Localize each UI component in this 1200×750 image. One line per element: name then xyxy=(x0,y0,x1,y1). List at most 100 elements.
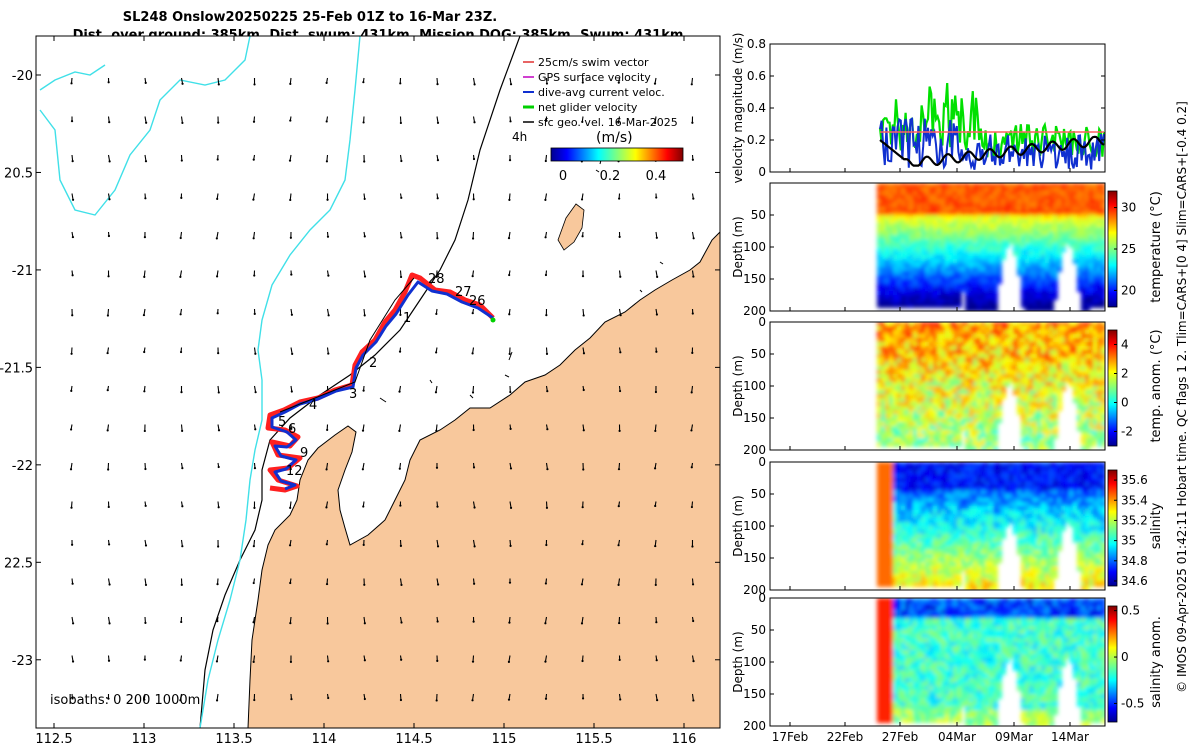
heatmap-cell xyxy=(909,410,914,415)
heatmap-cell xyxy=(977,203,982,208)
heatmap-cell xyxy=(961,546,966,551)
heatmap-cell xyxy=(905,482,910,487)
heatmap-cell xyxy=(993,251,998,256)
heatmap-cell xyxy=(973,275,978,280)
heatmap-cell xyxy=(1005,211,1010,216)
heatmap-cell xyxy=(977,486,982,491)
heatmap-cell xyxy=(925,550,930,555)
heatmap-cell xyxy=(969,534,974,539)
heatmap-cell xyxy=(901,566,906,571)
heatmap-cell xyxy=(889,334,894,339)
heatmap-cell xyxy=(965,398,970,403)
heatmap-cell xyxy=(1017,410,1022,415)
heatmap-cell xyxy=(1009,338,1014,343)
velocity-arrow-head xyxy=(619,351,622,354)
heatmap-cell xyxy=(1097,394,1102,399)
heatmap-cell xyxy=(933,358,938,363)
heatmap-cell xyxy=(881,322,886,327)
heatmap-cell xyxy=(921,251,926,256)
heatmap-cell xyxy=(885,366,890,371)
heatmap-cell xyxy=(921,338,926,343)
heatmap-cell xyxy=(945,506,950,511)
heatmap-cell xyxy=(881,570,886,575)
heatmap-cell xyxy=(885,510,890,515)
heatmap-cell xyxy=(1029,422,1034,427)
heatmap-cell xyxy=(977,470,982,475)
heatmap-cell xyxy=(1089,231,1094,236)
heatmap-cell xyxy=(965,362,970,367)
heatmap-cell xyxy=(1077,267,1082,272)
heatmap-cell xyxy=(901,506,906,511)
heatmap-cell xyxy=(937,434,942,439)
heatmap-cell xyxy=(985,530,990,535)
heatmap-cell xyxy=(909,574,914,579)
heatmap-cell xyxy=(981,586,986,590)
heatmap-cell xyxy=(1089,434,1094,439)
heatmap-cell xyxy=(1033,235,1038,240)
heatmap-cell xyxy=(881,482,886,487)
heatmap-cell xyxy=(1049,267,1054,272)
heatmap-cell xyxy=(953,466,958,471)
heatmap-cell xyxy=(881,558,886,563)
heatmap-cell xyxy=(1081,350,1086,355)
heatmap-cell xyxy=(1005,342,1010,347)
heatmap-cell xyxy=(905,255,910,260)
heatmap-cell xyxy=(897,215,902,220)
heatmap-cell xyxy=(989,231,994,236)
heatmap-cell xyxy=(961,470,966,475)
heatmap-cell xyxy=(909,366,914,371)
heatmap-cell xyxy=(957,478,962,483)
heatmap-cell xyxy=(889,466,894,471)
heatmap-cell xyxy=(1005,378,1010,383)
heatmap-cell xyxy=(953,195,958,200)
heatmap-cell xyxy=(1097,279,1102,284)
heatmap-cell xyxy=(913,530,918,535)
heatmap-cell xyxy=(1061,183,1066,188)
heatmap-cell xyxy=(973,554,978,559)
heatmap-cell xyxy=(957,558,962,563)
heatmap-cell xyxy=(1037,446,1042,450)
heatmap-cell xyxy=(1089,223,1094,228)
heatmap-cell xyxy=(965,215,970,220)
heatmap-cell xyxy=(913,554,918,559)
heatmap-cell xyxy=(921,546,926,551)
heatmap-cell xyxy=(1037,362,1042,367)
heatmap-cell xyxy=(893,211,898,216)
velocity-arrow-head xyxy=(325,582,329,586)
heatmap-cell xyxy=(1085,434,1090,439)
lat-tick-label: -21.5 xyxy=(0,361,33,376)
heatmap-cell xyxy=(949,510,954,515)
heatmap-cell xyxy=(1049,275,1054,280)
heatmap-cell xyxy=(1057,386,1062,391)
heatmap-cell xyxy=(1025,203,1030,208)
heatmap-cell xyxy=(893,382,898,387)
heatmap-cell xyxy=(1037,386,1042,391)
heatmap-cell xyxy=(961,330,966,335)
heatmap-cell xyxy=(1025,215,1030,220)
velocity-arrow-head xyxy=(618,621,621,625)
colorbar-tick: 0 xyxy=(559,169,567,184)
heatmap-cell xyxy=(973,271,978,276)
heatmap-cell xyxy=(1017,255,1022,260)
heatmap-cell xyxy=(965,342,970,347)
heatmap-cell xyxy=(981,374,986,379)
heatmap-cell xyxy=(1097,183,1102,188)
heatmap-cell xyxy=(989,386,994,391)
heatmap-cell xyxy=(1049,374,1054,379)
heatmap-cell xyxy=(997,366,1002,371)
heatmap-cell xyxy=(901,271,906,276)
heatmap-cell xyxy=(937,582,942,587)
heatmap-cell xyxy=(1017,382,1022,387)
heatmap-cell xyxy=(901,346,906,351)
heatmap-cell xyxy=(953,235,958,240)
heatmap-cell xyxy=(921,510,926,515)
heatmap-cell xyxy=(957,510,962,515)
heatmap-cell xyxy=(901,338,906,343)
heatmap-cell xyxy=(889,526,894,531)
heatmap-cell xyxy=(1041,255,1046,260)
heatmap-cell xyxy=(913,402,918,407)
heatmap-cell xyxy=(881,227,886,232)
heatmap-cell xyxy=(997,398,1002,403)
heatmap-cell xyxy=(881,223,886,228)
velocity-arrow-head xyxy=(546,428,549,431)
